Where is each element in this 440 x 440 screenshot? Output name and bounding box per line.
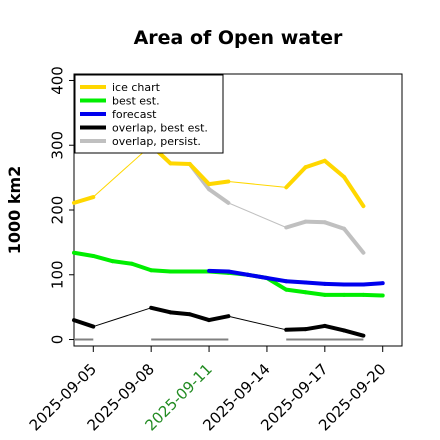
series-segment — [245, 272, 269, 280]
series-segment — [227, 202, 287, 228]
y-tick-label: 100 — [49, 260, 67, 289]
series-segment — [207, 179, 231, 187]
y-tick-label: 400 — [49, 66, 67, 95]
series-segment — [303, 280, 327, 286]
series-segment — [110, 259, 134, 266]
series-segment — [92, 144, 152, 198]
series-overlap-persist- — [187, 162, 366, 255]
series-segment — [91, 253, 115, 264]
series-segment — [342, 174, 366, 209]
series-segment — [149, 305, 173, 315]
series-segment — [284, 165, 308, 190]
series-segment — [207, 314, 231, 323]
series-segment — [129, 261, 154, 273]
series-segment — [361, 281, 385, 287]
series-segment — [168, 310, 192, 317]
series-segment — [264, 276, 289, 284]
series-segment — [187, 162, 212, 187]
series-segment — [284, 219, 308, 230]
series-segment — [149, 268, 173, 274]
series-overlap-best-est- — [72, 305, 366, 338]
series-segment — [303, 323, 327, 332]
series-segment — [322, 220, 347, 231]
series-segment — [72, 195, 96, 205]
series-segment — [168, 161, 192, 167]
legend-label: best est. — [112, 95, 160, 108]
series-segment — [361, 292, 385, 298]
series-ice-chart — [72, 143, 366, 209]
y-axis-label: 1000 km2 — [5, 166, 24, 255]
series-segment — [342, 226, 366, 255]
series-forecast — [207, 268, 385, 287]
series-segment — [284, 327, 308, 332]
series-best-est- — [72, 250, 385, 298]
series-segment — [72, 318, 96, 329]
series-segment — [92, 307, 152, 328]
data-layer — [72, 143, 385, 341]
y-tick-label: 200 — [49, 196, 67, 225]
series-segment — [284, 279, 308, 285]
series-segment — [207, 187, 231, 205]
series-segment — [322, 323, 347, 333]
series-segment — [207, 268, 231, 274]
series-segment — [227, 181, 287, 188]
series-segment — [303, 158, 327, 170]
series-segment — [303, 219, 327, 225]
series-segment — [72, 250, 96, 258]
series-segment — [322, 281, 347, 287]
series-segment — [322, 158, 347, 179]
chart-title: Area of Open water — [134, 27, 343, 49]
legend-label: forecast — [112, 108, 157, 121]
legend-label: overlap, persist. — [112, 135, 201, 148]
y-tick-label: 300 — [49, 131, 67, 160]
series-segment — [342, 328, 366, 338]
legend-label: overlap, best est. — [112, 122, 208, 135]
series-segment — [303, 290, 327, 297]
series-segment — [187, 312, 212, 323]
series-segment — [284, 287, 308, 295]
legend-label: ice chart — [112, 81, 161, 94]
series-segment — [227, 315, 287, 331]
y-tick-label: 0 — [49, 335, 67, 345]
series-segment — [226, 269, 250, 277]
